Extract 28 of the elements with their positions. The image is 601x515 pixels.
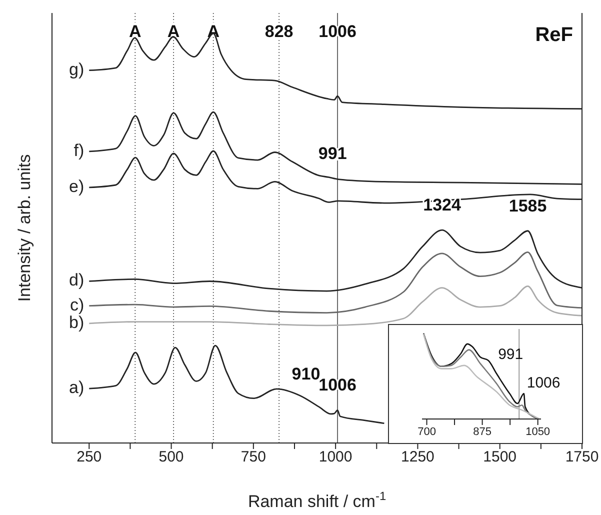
x-axis-title: Raman shift / cm$^{-1}$: [248, 489, 386, 511]
annotation: 1324: [423, 196, 462, 215]
annotation: 910: [292, 364, 320, 384]
x-tick-label: 1750: [565, 448, 599, 466]
series-label: g): [69, 60, 84, 79]
ref-line-label: A: [128, 22, 142, 41]
x-tick-label: 1000: [318, 448, 352, 466]
y-axis-title: Intensity / arb. units: [15, 154, 34, 302]
ref-line-label: 828: [264, 22, 294, 41]
x-tick-label: 875: [473, 426, 492, 438]
x-tick-label: 700: [418, 426, 436, 438]
series-label: b): [69, 312, 84, 332]
series-label: f): [74, 140, 84, 160]
chart-title: ReF: [535, 24, 573, 47]
series-label: e): [69, 176, 84, 196]
x-tick-label: 250: [76, 448, 102, 466]
series-label: a): [69, 378, 84, 398]
ref-line-label: 991: [498, 346, 524, 363]
x-tick-label: 1050: [526, 426, 550, 438]
annotation: 1006: [526, 374, 560, 392]
ref-line-label: A: [167, 22, 180, 41]
x-tick-label: 750: [240, 448, 266, 466]
series-label: c): [70, 295, 84, 314]
x-tick-label: 1500: [483, 448, 517, 466]
series-label: d): [69, 270, 84, 290]
annotation: 1585: [508, 196, 547, 216]
x-tick-label: 1250: [401, 448, 434, 466]
x-tick-label: 500: [158, 448, 184, 466]
